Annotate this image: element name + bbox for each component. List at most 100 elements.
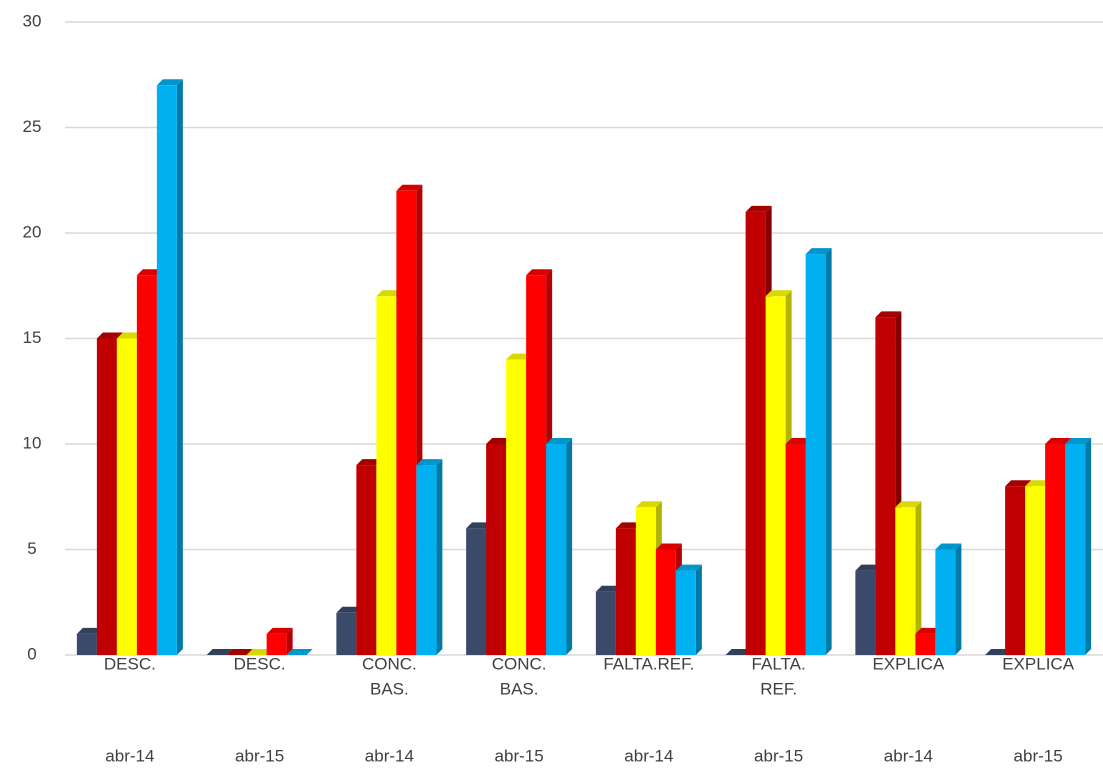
bar-top	[246, 649, 273, 655]
bar	[96, 338, 117, 655]
x-tick-label: CONC.	[492, 654, 547, 673]
bar-top	[416, 459, 443, 466]
bar-top	[156, 79, 183, 86]
x-tick-label: EXPLICA	[872, 654, 944, 673]
bar	[1005, 486, 1026, 655]
y-tick-label: 15	[23, 328, 42, 347]
y-tick-label: 25	[23, 117, 42, 136]
bar-top	[745, 205, 772, 212]
bar-top	[396, 184, 423, 191]
bar	[546, 444, 567, 655]
bar-top	[206, 649, 233, 655]
bar	[805, 254, 826, 655]
bar-top	[635, 501, 662, 508]
x-period-label: abr-14	[884, 746, 933, 765]
x-tick-label: CONC.	[362, 654, 417, 673]
bar-top	[96, 332, 123, 339]
bar	[416, 465, 437, 655]
bar-top	[266, 627, 293, 634]
bar	[615, 528, 636, 655]
bar	[116, 338, 137, 655]
bar-top	[655, 543, 682, 550]
bar-top	[595, 585, 622, 592]
bar	[765, 296, 786, 655]
bar	[745, 211, 766, 655]
x-period-label: abr-15	[1014, 746, 1063, 765]
bar-top	[116, 332, 143, 339]
bar	[635, 507, 656, 655]
x-period-label: abr-14	[365, 746, 414, 765]
x-tick-label: BAS.	[370, 679, 409, 698]
x-tick-label: DESC.	[104, 654, 156, 673]
bar-top	[985, 649, 1012, 655]
bar-top	[466, 522, 493, 529]
bar	[935, 549, 956, 655]
bar	[1025, 486, 1046, 655]
bar-side	[176, 79, 183, 656]
bar-top	[376, 290, 403, 297]
bar	[486, 444, 507, 655]
x-period-label: abr-15	[235, 746, 284, 765]
bar	[785, 444, 806, 655]
bar-top	[805, 248, 832, 255]
bar	[526, 275, 547, 655]
bar-top	[615, 522, 642, 529]
y-tick-label: 10	[23, 433, 42, 452]
bar	[466, 528, 487, 655]
bar-top	[1005, 480, 1032, 487]
bar	[76, 633, 97, 655]
bar-top	[1025, 480, 1052, 487]
bar-top	[356, 459, 383, 466]
bar	[336, 612, 357, 655]
y-tick-label: 0	[27, 644, 36, 663]
y-tick-label: 5	[27, 539, 36, 558]
bar-top	[1045, 438, 1072, 444]
x-tick-label: BAS.	[500, 679, 539, 698]
bar	[595, 591, 616, 655]
x-period-label: abr-15	[495, 746, 544, 765]
bar-top	[486, 438, 513, 444]
bar	[895, 507, 916, 655]
bar	[1045, 444, 1066, 655]
bar	[675, 570, 696, 655]
bar-side	[436, 459, 443, 655]
bar-side	[1085, 438, 1092, 655]
bar	[1065, 444, 1086, 655]
bar-side	[955, 543, 962, 655]
bar-side	[825, 248, 832, 655]
bar-side	[915, 501, 922, 655]
bar-top	[675, 564, 702, 571]
x-tick-label: REF.	[760, 679, 797, 698]
bar	[136, 275, 157, 655]
bar-top	[546, 438, 573, 444]
bar-top	[76, 627, 103, 634]
bar	[376, 296, 397, 655]
y-tick-label: 20	[23, 222, 42, 241]
bar	[915, 633, 936, 655]
bar	[875, 317, 896, 655]
bar	[855, 570, 876, 655]
bar-top	[506, 353, 533, 360]
bar	[655, 549, 676, 655]
bar-top	[336, 606, 363, 613]
bar-top	[915, 627, 942, 634]
bar-top	[875, 311, 902, 318]
bar-top	[136, 269, 163, 276]
bar-side	[695, 564, 702, 655]
y-tick-label: 30	[23, 11, 42, 30]
x-period-label: abr-14	[624, 746, 673, 765]
x-tick-label: DESC.	[234, 654, 286, 673]
bar	[156, 85, 177, 656]
bar-top	[286, 649, 313, 655]
bar-top	[1065, 438, 1092, 444]
bar-top	[526, 269, 553, 276]
bar-top	[725, 649, 752, 655]
bar-top	[765, 290, 792, 297]
bar	[396, 190, 417, 656]
bar-side	[566, 438, 573, 655]
bar	[506, 359, 527, 655]
x-period-label: abr-15	[754, 746, 803, 765]
x-period-label: abr-14	[105, 746, 154, 765]
x-tick-label: FALTA.REF.	[603, 654, 694, 673]
